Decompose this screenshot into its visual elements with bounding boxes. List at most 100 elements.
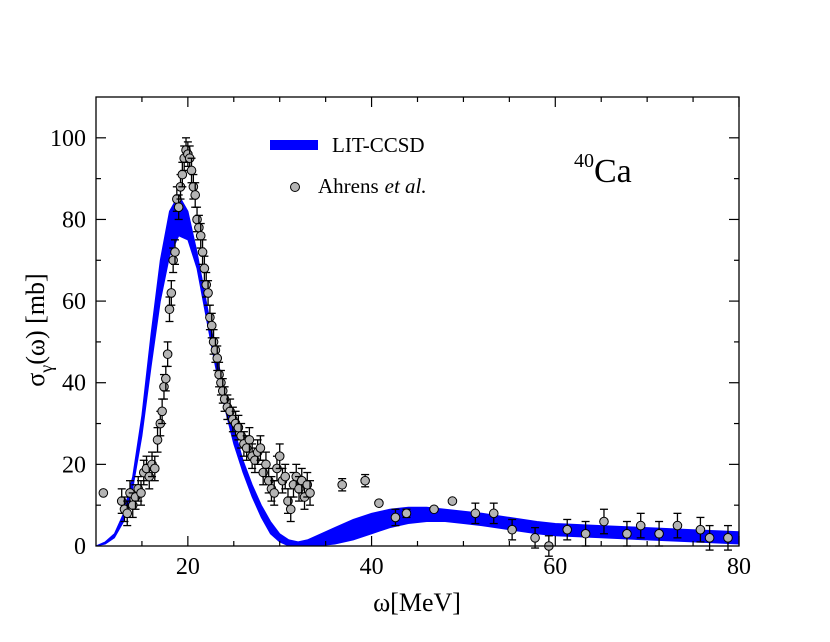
data-marker <box>212 353 223 364</box>
data-marker <box>285 504 296 515</box>
data-marker <box>704 533 715 543</box>
data-marker <box>210 345 221 355</box>
x-axis-label: ω[MeV] <box>373 588 461 617</box>
data-marker <box>98 488 109 498</box>
data-marker <box>599 516 609 527</box>
data-marker <box>164 304 175 315</box>
x-tick-label: 40 <box>360 554 384 580</box>
data-marker <box>217 386 228 396</box>
data-point <box>635 512 646 539</box>
data-marker <box>723 533 733 543</box>
y-axis-label-rest: (ω) [mb] <box>21 273 50 364</box>
nucleus-symbol: Ca <box>594 153 632 190</box>
y-tick-label: 40 <box>62 371 86 397</box>
data-marker <box>695 524 706 535</box>
data-point <box>285 496 296 523</box>
data-marker <box>122 508 133 519</box>
x-tick-label: 20 <box>176 554 200 580</box>
data-point <box>599 508 609 535</box>
data-marker <box>562 524 573 535</box>
data-point <box>401 508 412 519</box>
legend: LIT-CCSD Ahrens et al. <box>270 133 427 198</box>
data-marker <box>199 263 210 274</box>
data-marker <box>305 488 315 498</box>
data-marker <box>274 451 285 462</box>
data-point <box>162 341 173 368</box>
legend-points-label-italic: et al. <box>385 174 427 198</box>
data-marker <box>170 247 180 257</box>
data-point <box>337 477 347 492</box>
data-point <box>280 463 291 490</box>
y-tick-label: 60 <box>62 289 86 315</box>
legend-band-swatch <box>270 140 318 150</box>
legend-points-marker <box>290 182 300 192</box>
data-marker <box>194 222 204 233</box>
data-marker <box>672 520 683 531</box>
data-point <box>470 502 481 525</box>
data-point <box>98 488 109 498</box>
data-marker <box>188 182 199 192</box>
data-marker <box>162 349 173 359</box>
ahrens-points-layer <box>98 137 733 557</box>
legend-points-label-main: Ahrens <box>318 174 379 198</box>
data-point <box>149 455 160 482</box>
y-tick-label: 0 <box>74 534 86 560</box>
data-point <box>530 526 540 549</box>
data-marker <box>203 288 213 298</box>
lit-ccsd-band-layer <box>95 193 740 547</box>
data-marker <box>192 214 202 225</box>
data-marker <box>269 488 280 498</box>
data-point <box>157 398 167 425</box>
data-marker <box>360 475 370 486</box>
data-marker <box>190 190 201 200</box>
data-marker <box>186 165 197 176</box>
data-point <box>186 157 197 184</box>
data-marker <box>152 435 163 445</box>
data-marker <box>201 279 212 290</box>
data-point <box>672 512 683 539</box>
data-point <box>447 496 458 506</box>
data-marker <box>337 479 347 490</box>
legend-points-label: Ahrens et al. <box>318 174 427 198</box>
x-tick-label: 80 <box>727 554 751 580</box>
data-marker <box>580 528 591 539</box>
data-marker <box>429 504 439 515</box>
data-point <box>390 508 401 527</box>
data-point <box>305 480 315 506</box>
data-point <box>360 473 370 488</box>
data-marker <box>244 435 255 445</box>
data-marker <box>261 459 271 470</box>
data-marker <box>401 508 412 519</box>
data-marker <box>159 382 169 392</box>
data-point <box>580 520 591 547</box>
y-tick-label: 20 <box>62 452 86 478</box>
data-marker <box>255 443 266 453</box>
data-marker <box>195 230 206 241</box>
data-point <box>170 239 180 266</box>
data-marker <box>214 369 224 380</box>
nucleus-mass-number: 40 <box>574 150 594 172</box>
data-point <box>244 426 255 453</box>
data-marker <box>216 377 226 388</box>
data-point <box>166 280 177 306</box>
data-marker <box>635 520 646 531</box>
lit-ccsd-band <box>95 193 740 547</box>
data-marker <box>166 288 177 298</box>
data-marker <box>136 488 146 498</box>
data-marker <box>149 463 160 474</box>
data-marker <box>208 337 219 347</box>
data-point <box>488 502 499 525</box>
data-point <box>173 194 184 221</box>
data-point <box>197 239 208 266</box>
data-marker <box>157 406 167 417</box>
data-marker <box>507 524 517 535</box>
x-tick-label: 60 <box>543 554 567 580</box>
data-marker <box>177 169 188 180</box>
data-marker <box>173 202 184 213</box>
nucleus-annotation: 40Ca <box>574 150 632 190</box>
data-marker <box>390 512 401 523</box>
y-tick-label: 100 <box>50 126 86 152</box>
data-marker <box>168 255 178 266</box>
y-tick-label: 80 <box>62 207 86 233</box>
